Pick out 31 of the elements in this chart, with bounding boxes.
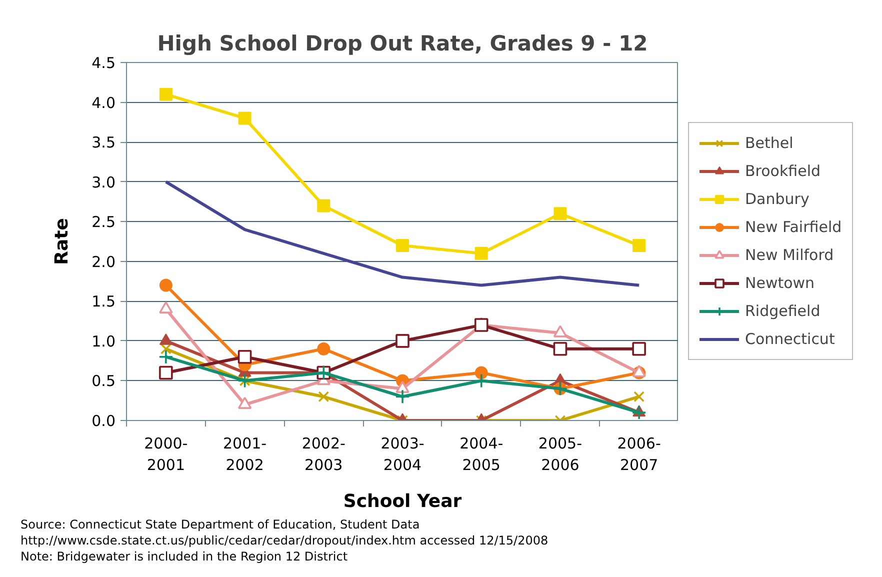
- y-tick-label: 1.0: [92, 332, 116, 350]
- x-tick-label: 2006- 2007: [617, 434, 661, 474]
- y-axis-title: Rate: [52, 218, 73, 265]
- text: http://www.csde.state.ct.us/public/cedar/cedar/dropout/index.htm accessed 12/15/2008: [20, 534, 548, 548]
- legend-label: Brookfield: [745, 162, 821, 180]
- x-tick-label: 2001- 2002: [222, 434, 267, 474]
- y-tick-label: 2.5: [92, 213, 116, 232]
- legend-label: Newtown: [745, 274, 815, 292]
- legend-label: Ridgefield: [745, 302, 820, 320]
- y-tick-label: 4.5: [92, 54, 116, 72]
- y-tick-label: 3.5: [92, 134, 116, 152]
- legend-label: Bethel: [745, 134, 794, 152]
- y-tick-label: 1.5: [92, 292, 116, 311]
- legend-label: Connecticut: [745, 330, 835, 348]
- x-tick-label: 2004- 2005: [460, 434, 504, 474]
- y-tick-label: 2.0: [92, 252, 116, 271]
- x-tick-label: 2002- 2003: [302, 434, 346, 474]
- x-tick-label: 2005- 2006: [538, 434, 582, 474]
- x-tick-label: 2000- 2001: [144, 434, 188, 474]
- legend-label: New Fairfield: [745, 218, 842, 236]
- x-axis-title: School Year: [343, 491, 462, 512]
- y-tick-label: 0.0: [92, 412, 116, 430]
- y-tick-label: 0.5: [92, 372, 116, 390]
- y-tick-label: 3.0: [92, 173, 116, 192]
- legend-label: Danbury: [745, 190, 810, 208]
- text: Note: Bridgewater is included in the Region 12 District: [20, 550, 348, 564]
- y-tick-label: 4.0: [92, 94, 116, 112]
- x-tick-label: 2003- 2004: [380, 434, 424, 474]
- chart-title: High School Drop Out Rate, Grades 9 - 12: [157, 32, 648, 56]
- legend-label: New Milford: [745, 246, 834, 264]
- source-note: Source: Connecticut State Department of Education, Student Data: [20, 518, 420, 532]
